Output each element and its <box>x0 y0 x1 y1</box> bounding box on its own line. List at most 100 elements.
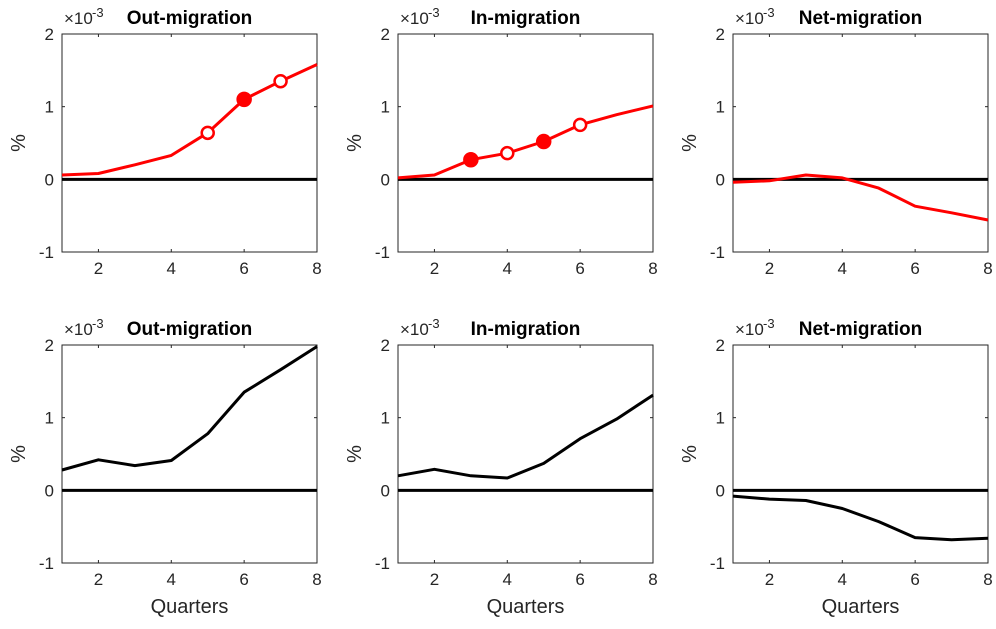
y-tick-label: 1 <box>45 409 54 428</box>
chart-panel-4: -1 0 1 2 2 4 6 8 ×10 -3 Out-migration% Quarters <box>8 316 322 618</box>
x-tick-label: 8 <box>312 570 321 589</box>
x-tick-label: 4 <box>503 570 512 589</box>
y-tick-label: 0 <box>381 481 390 500</box>
x-tick-label: 4 <box>838 259 847 278</box>
y-axis-label: % <box>344 445 366 463</box>
series-line <box>61 345 318 472</box>
x-tick-label: 4 <box>167 259 176 278</box>
y-tick-label: 1 <box>381 98 390 117</box>
y-tick-label: 1 <box>716 409 725 428</box>
series-line <box>732 173 989 222</box>
chart-title: Net-migration <box>799 319 923 340</box>
x-tick-label: 6 <box>575 570 584 589</box>
filled-marker <box>236 91 252 108</box>
exponent-value: -3 <box>428 316 440 331</box>
exponent-label: ×10 <box>400 9 429 28</box>
chart-title: Out-migration <box>127 8 253 29</box>
filled-marker <box>463 151 479 168</box>
x-tick-label: 6 <box>239 570 248 589</box>
y-tick-label: -1 <box>39 554 54 573</box>
exponent-label: ×10 <box>64 320 93 339</box>
y-tick-label: 2 <box>45 336 54 355</box>
y-tick-label: 0 <box>45 481 54 500</box>
y-tick-label: 0 <box>716 481 725 500</box>
chart-panel-5: -1 0 1 2 2 4 6 8 ×10 -3 In-migration% Quarters <box>344 316 658 618</box>
axes-box <box>732 33 989 253</box>
y-tick-label: 2 <box>381 336 390 355</box>
series-line <box>732 494 989 542</box>
x-tick-label: 2 <box>765 570 774 589</box>
open-marker <box>273 73 288 89</box>
exponent-label: ×10 <box>735 320 764 339</box>
exponent-value: -3 <box>763 316 775 331</box>
axes-box <box>61 344 318 564</box>
x-tick-label: 2 <box>430 259 439 278</box>
x-tick-label: 6 <box>910 259 919 278</box>
chart-title: Net-migration <box>799 8 923 29</box>
chart-title: In-migration <box>471 319 581 340</box>
exponent-value: -3 <box>92 5 104 20</box>
y-tick-label: -1 <box>375 554 390 573</box>
axes-box <box>61 33 318 253</box>
y-tick-label: -1 <box>39 243 54 262</box>
series-line <box>397 104 654 180</box>
exponent-value: -3 <box>92 316 104 331</box>
axes-box <box>397 344 654 564</box>
x-tick-label: 8 <box>648 259 657 278</box>
y-tick-label: 0 <box>381 170 390 189</box>
y-axis-label: % <box>679 134 701 152</box>
exponent-value: -3 <box>428 5 440 20</box>
y-tick-label: 2 <box>716 336 725 355</box>
x-tick-label: 2 <box>430 570 439 589</box>
y-axis-label: % <box>8 134 30 152</box>
y-tick-label: -1 <box>375 243 390 262</box>
open-marker <box>500 145 515 161</box>
exponent-value: -3 <box>763 5 775 20</box>
y-tick-label: 2 <box>716 25 725 44</box>
series-line <box>397 393 654 480</box>
x-tick-label: 2 <box>94 570 103 589</box>
y-tick-label: -1 <box>710 554 725 573</box>
exponent-label: ×10 <box>735 9 764 28</box>
y-tick-label: -1 <box>710 243 725 262</box>
axes-box <box>732 344 989 564</box>
x-tick-label: 8 <box>983 259 992 278</box>
y-axis-label: % <box>679 445 701 463</box>
x-tick-label: 6 <box>910 570 919 589</box>
x-tick-label: 4 <box>167 570 176 589</box>
axes-box <box>397 33 654 253</box>
chart-panel-6: -1 0 1 2 2 4 6 8 ×10 -3 Net-migration% Quarters <box>679 316 993 618</box>
open-marker <box>200 125 215 141</box>
exponent-label: ×10 <box>400 320 429 339</box>
y-tick-label: 2 <box>381 25 390 44</box>
filled-marker <box>535 133 552 150</box>
x-tick-label: 2 <box>94 259 103 278</box>
x-tick-label: 6 <box>239 259 248 278</box>
x-axis-label: Quarters <box>151 596 229 618</box>
y-tick-label: 2 <box>45 25 54 44</box>
x-axis-label: Quarters <box>822 596 900 618</box>
x-tick-label: 2 <box>765 259 774 278</box>
x-tick-label: 6 <box>575 259 584 278</box>
chart-panel-1: -1 0 1 2 2 4 6 8 ×10 -3 Out-migration% <box>8 5 322 278</box>
chart-title: In-migration <box>471 8 581 29</box>
y-tick-label: 0 <box>716 170 725 189</box>
y-tick-label: 1 <box>381 409 390 428</box>
x-tick-label: 8 <box>312 259 321 278</box>
x-tick-label: 4 <box>838 570 847 589</box>
y-axis-label: % <box>344 134 366 152</box>
x-tick-label: 8 <box>648 570 657 589</box>
y-tick-label: 1 <box>716 98 725 117</box>
x-axis-label: Quarters <box>487 596 565 618</box>
open-marker <box>572 117 588 133</box>
exponent-label: ×10 <box>64 9 93 28</box>
y-tick-label: 1 <box>45 98 54 117</box>
chart-panel-3: -1 0 1 2 2 4 6 8 ×10 -3 Net-migration% <box>679 5 993 278</box>
y-tick-label: 0 <box>45 170 54 189</box>
chart-panel-2: -1 0 1 2 2 4 6 8 ×10 -3 In-migration% <box>344 5 658 278</box>
x-tick-label: 8 <box>983 570 992 589</box>
x-tick-label: 4 <box>503 259 512 278</box>
chart-title: Out-migration <box>127 319 253 340</box>
y-axis-label: % <box>8 445 30 463</box>
